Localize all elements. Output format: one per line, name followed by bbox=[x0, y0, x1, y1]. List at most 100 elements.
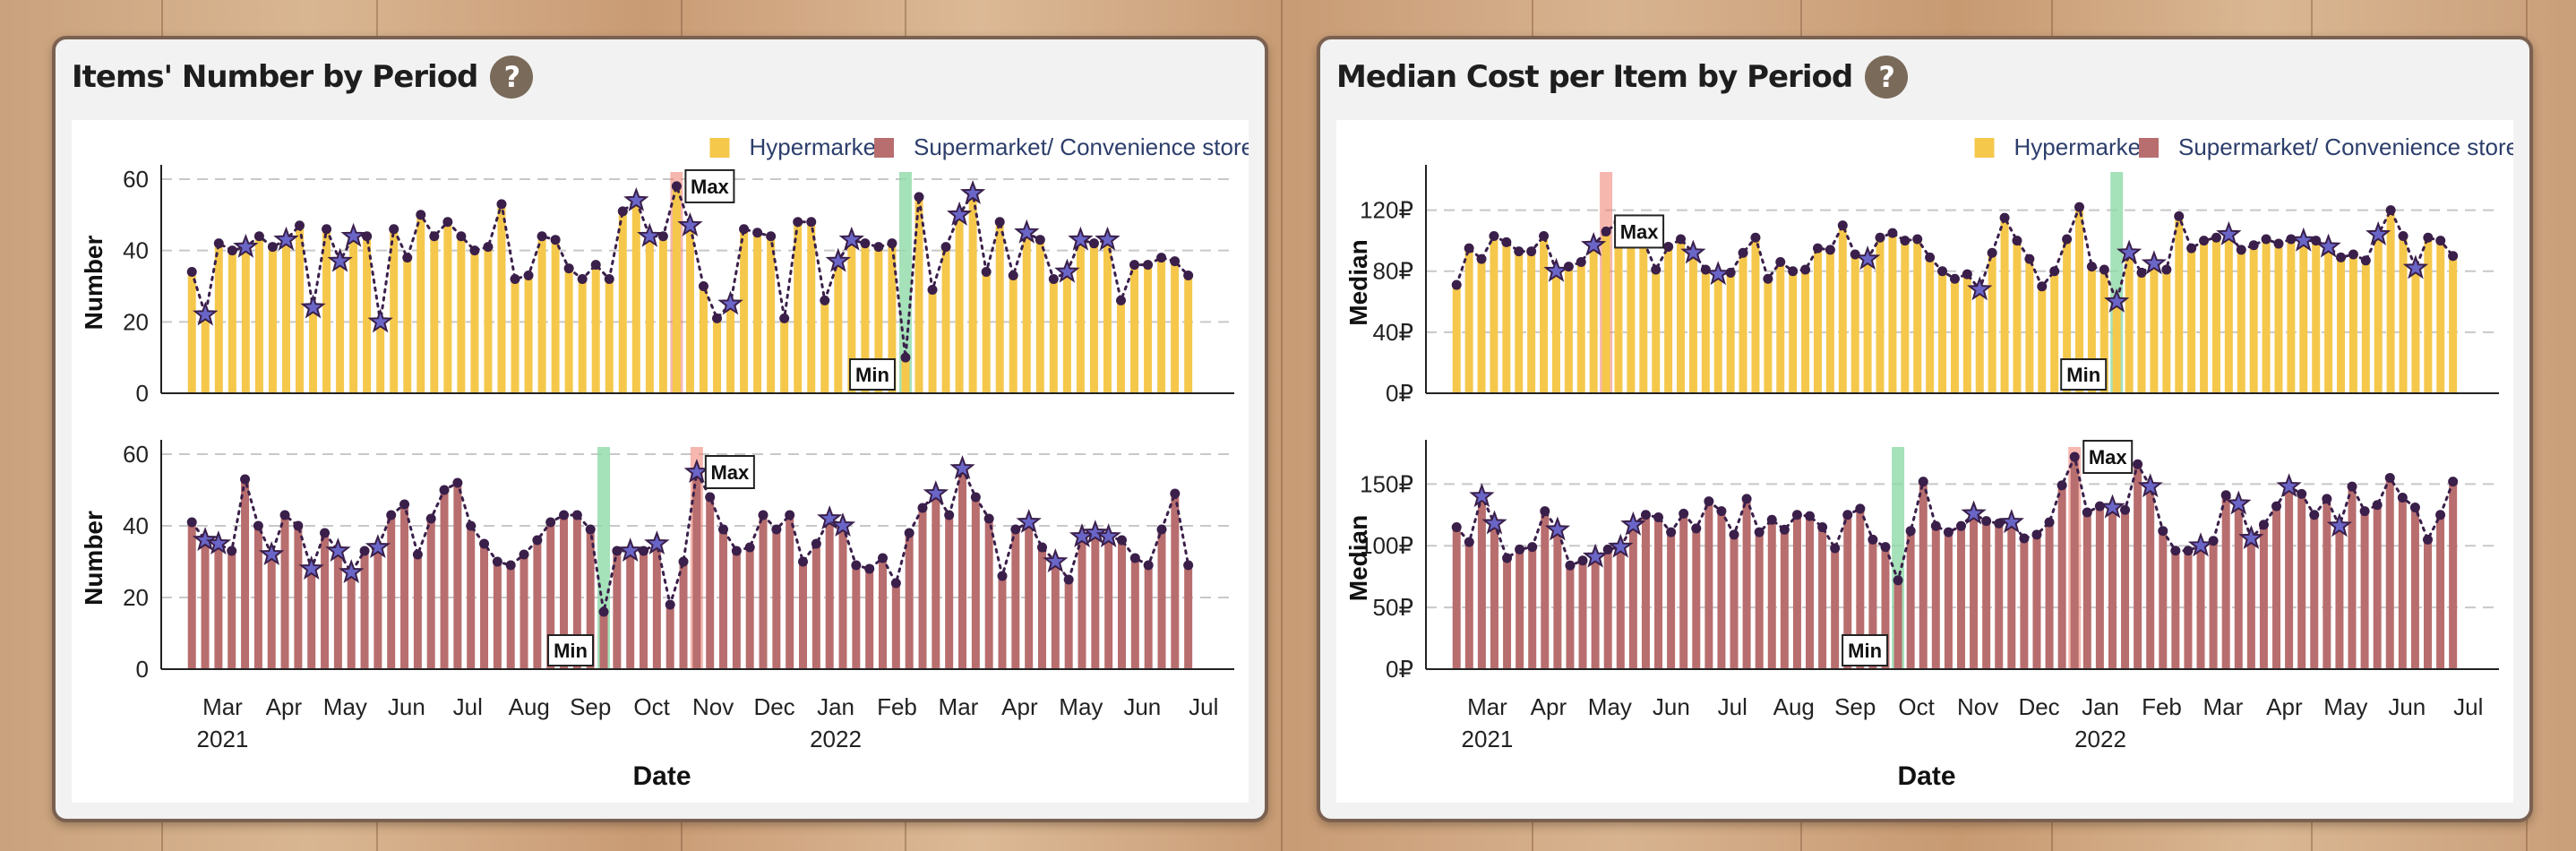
bar bbox=[905, 533, 914, 669]
data-point bbox=[2322, 494, 2332, 504]
data-point bbox=[671, 181, 682, 192]
x-tick-label: Jun bbox=[2388, 693, 2426, 720]
bar bbox=[685, 225, 694, 393]
bar bbox=[241, 246, 250, 393]
bar bbox=[2112, 301, 2121, 393]
data-point bbox=[1900, 236, 1911, 246]
star-marker bbox=[946, 201, 973, 226]
bar bbox=[2045, 522, 2054, 669]
data-point bbox=[186, 267, 197, 278]
data-point bbox=[1754, 527, 1765, 537]
data-point bbox=[2261, 234, 2271, 245]
x-tick-label: May bbox=[1588, 693, 1632, 720]
bar bbox=[333, 551, 342, 669]
data-point bbox=[1540, 506, 1550, 517]
data-point bbox=[860, 238, 871, 249]
bar bbox=[914, 196, 923, 393]
data-point bbox=[1156, 253, 1167, 263]
bar bbox=[605, 279, 614, 393]
bar bbox=[2411, 268, 2420, 393]
bar bbox=[1825, 249, 1834, 393]
chart-supermarket: 0₽ 50₽ 100₽ 150₽ Max Min Median bbox=[1344, 440, 2499, 683]
bar bbox=[1171, 494, 1180, 669]
bar bbox=[2262, 238, 2271, 393]
data-point bbox=[1653, 512, 1664, 523]
data-point bbox=[820, 295, 830, 305]
bar bbox=[1926, 257, 1935, 393]
data-point bbox=[416, 210, 426, 220]
data-point bbox=[479, 538, 490, 549]
data-point bbox=[779, 313, 790, 323]
y-tick-label: 0₽ bbox=[1386, 380, 1413, 407]
data-point bbox=[537, 231, 547, 242]
data-point bbox=[744, 542, 755, 553]
star-marker bbox=[2366, 220, 2391, 245]
data-point bbox=[1563, 262, 1574, 272]
data-point bbox=[456, 231, 467, 242]
bar bbox=[390, 228, 399, 393]
bar bbox=[1664, 246, 1673, 393]
data-point bbox=[492, 556, 502, 567]
star-marker bbox=[1620, 511, 1646, 536]
data-point bbox=[864, 563, 875, 574]
bar bbox=[267, 554, 276, 669]
help-icon[interactable]: ? bbox=[1865, 56, 1909, 99]
data-point bbox=[559, 510, 570, 520]
data-point bbox=[752, 228, 763, 238]
data-point bbox=[1010, 524, 1021, 535]
bar bbox=[1541, 511, 1550, 669]
bar bbox=[280, 515, 289, 669]
bar bbox=[268, 246, 277, 393]
data-point bbox=[1663, 241, 1674, 252]
star-marker bbox=[273, 226, 299, 251]
plot-area: Hypermarket Supermarket/ Convenience stor… bbox=[72, 120, 1254, 803]
bar bbox=[1601, 231, 1610, 393]
star-marker bbox=[2104, 288, 2130, 313]
bar bbox=[228, 551, 236, 669]
data-point bbox=[505, 560, 516, 571]
data-point bbox=[227, 546, 237, 556]
bar bbox=[2386, 210, 2395, 393]
bar bbox=[958, 468, 967, 669]
bar bbox=[336, 261, 345, 393]
data-point bbox=[2199, 236, 2210, 246]
bar bbox=[1157, 257, 1166, 393]
star-marker bbox=[327, 247, 353, 272]
min-label-box bbox=[1842, 634, 1889, 666]
x-axis-title: Date bbox=[632, 761, 691, 791]
min-label: Min bbox=[1848, 640, 1882, 662]
data-point bbox=[496, 199, 507, 210]
bar bbox=[309, 307, 318, 393]
bar bbox=[631, 200, 640, 393]
star-marker bbox=[1998, 509, 2024, 534]
bar bbox=[1578, 560, 1587, 669]
data-point bbox=[2136, 267, 2147, 278]
bar bbox=[484, 246, 493, 393]
bar bbox=[1856, 508, 1865, 669]
bar bbox=[995, 221, 1004, 393]
star-marker bbox=[2276, 473, 2302, 498]
bar bbox=[1589, 245, 1598, 393]
bar bbox=[546, 522, 555, 669]
bar bbox=[1751, 237, 1760, 393]
bar bbox=[1726, 272, 1735, 393]
star-marker bbox=[1095, 523, 1121, 548]
data-point bbox=[712, 313, 723, 323]
y-tick-label: 40₽ bbox=[1373, 319, 1413, 346]
x-tick-label: May bbox=[2323, 693, 2367, 720]
bar bbox=[586, 529, 595, 669]
help-icon[interactable]: ? bbox=[490, 56, 534, 99]
bar bbox=[2449, 481, 2458, 669]
bar bbox=[440, 490, 449, 669]
data-point bbox=[1602, 544, 1613, 554]
data-point bbox=[705, 492, 716, 503]
bar bbox=[1078, 537, 1086, 669]
bar bbox=[1717, 511, 1726, 669]
data-point bbox=[2409, 503, 2420, 513]
data-point bbox=[1943, 527, 1953, 537]
median-cost-charts: Hypermarket Supermarket/ Convenience stor… bbox=[1344, 133, 2519, 791]
data-point bbox=[2062, 234, 2073, 245]
data-point bbox=[1981, 516, 1992, 527]
bar bbox=[1850, 254, 1859, 393]
star-marker bbox=[1544, 516, 1571, 541]
